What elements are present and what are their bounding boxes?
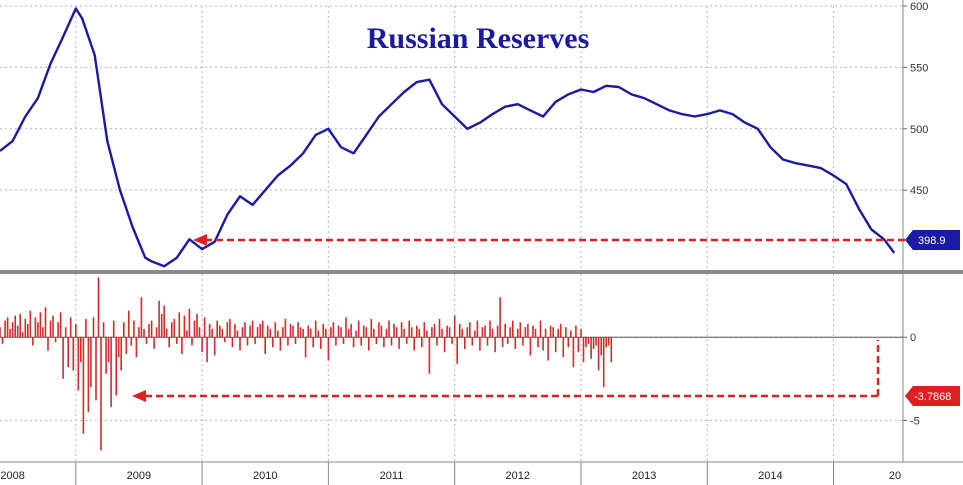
x-tick-label-2008: 2008	[0, 470, 24, 482]
top-panel-gridlines	[0, 5, 903, 270]
top-panel-y-ticks: 600 550 500 450	[903, 1, 928, 197]
change-last-value-label: -3.7868	[914, 391, 951, 403]
change-last-value-badge: -3.7868	[905, 386, 960, 406]
x-tick-label-2014: 2014	[758, 470, 782, 482]
bottom-y-tick-label--5: -5	[910, 415, 920, 427]
bottom-panel-gridlines	[0, 274, 903, 462]
reserves-series-line	[0, 7, 896, 268]
chart-title: Russian Reserves	[367, 22, 590, 55]
top-y-tick-label-550: 550	[910, 62, 928, 74]
panel-divider	[0, 270, 963, 274]
x-axis-year-labels: 2008 2009 2010 2011 2012 2013 2014 20	[0, 462, 901, 485]
top-annotation-arrow	[193, 234, 905, 246]
top-y-tick-label-600: 600	[910, 1, 928, 13]
x-tick-label-2011: 2011	[380, 470, 404, 482]
top-y-tick-label-500: 500	[910, 124, 928, 136]
x-tick-label-20: 20	[889, 470, 901, 482]
top-y-tick-label-450: 450	[910, 185, 928, 197]
bottom-panel-y-ticks: 0 -5	[903, 332, 920, 427]
x-tick-label-2010: 2010	[253, 470, 277, 482]
bottom-annotation-arrow	[132, 340, 880, 402]
x-tick-label-2013: 2013	[632, 470, 656, 482]
bottom-y-tick-label-0: 0	[910, 332, 916, 344]
reserves-last-value-badge: 398.9	[905, 230, 960, 250]
reserves-last-value-label: 398.9	[918, 235, 946, 247]
x-tick-label-2012: 2012	[506, 470, 530, 482]
weekly-change-bars	[0, 277, 903, 451]
x-tick-label-2009: 2009	[127, 470, 151, 482]
